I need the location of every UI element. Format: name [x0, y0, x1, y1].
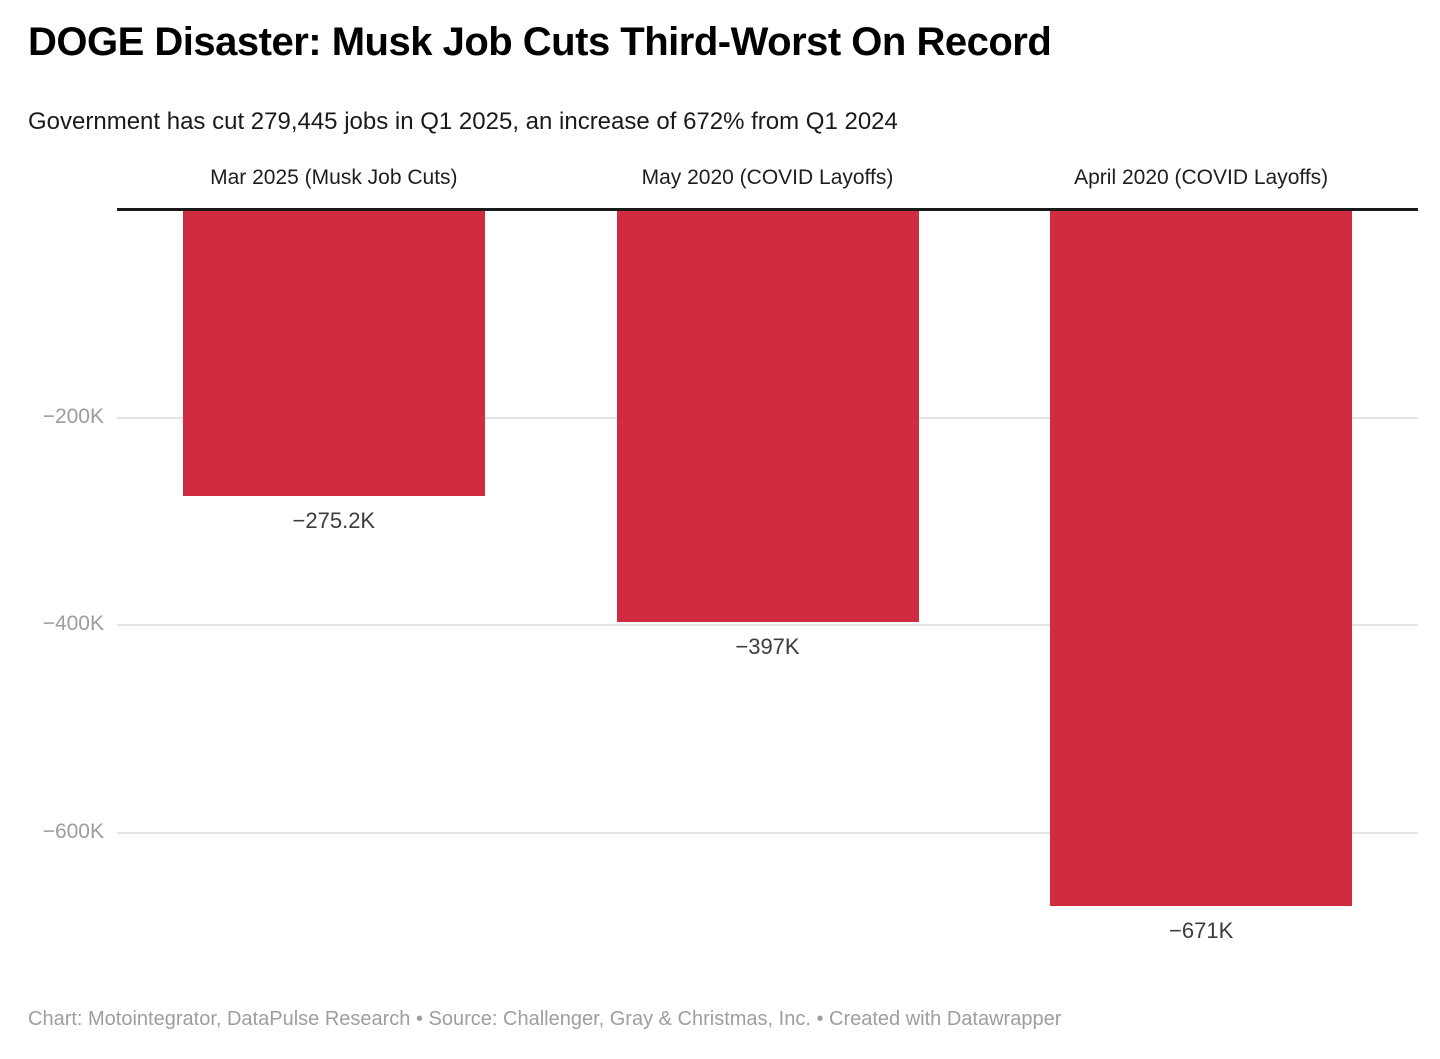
- bar: [1050, 210, 1353, 907]
- bar: [182, 210, 485, 496]
- column-header-label: May 2020 (COVID Layoffs): [641, 166, 894, 189]
- y-gridline: [117, 831, 1418, 834]
- bar-value-label: −397K: [735, 633, 800, 659]
- zero-baseline: [117, 208, 1418, 211]
- bar-value-label: −671K: [1169, 918, 1234, 944]
- column-header-label: Mar 2025 (Musk Job Cuts): [210, 166, 458, 189]
- y-axis-tick-label: −400K: [42, 612, 104, 635]
- chart-attribution: Chart: Motointegrator, DataPulse Researc…: [28, 1008, 1062, 1030]
- bar-value-label: −275.2K: [292, 507, 376, 533]
- bar: [616, 210, 919, 622]
- y-axis-tick-label: −600K: [42, 819, 104, 843]
- y-axis-tick-label: −200K: [42, 404, 104, 428]
- chart-title: DOGE Disaster: Musk Job Cuts Third-Worst…: [28, 20, 1052, 64]
- column-header-label: April 2020 (COVID Layoffs): [1074, 166, 1329, 189]
- y-gridline: [117, 624, 1418, 626]
- chart-subtitle: Government has cut 279,445 jobs in Q1 20…: [28, 108, 898, 135]
